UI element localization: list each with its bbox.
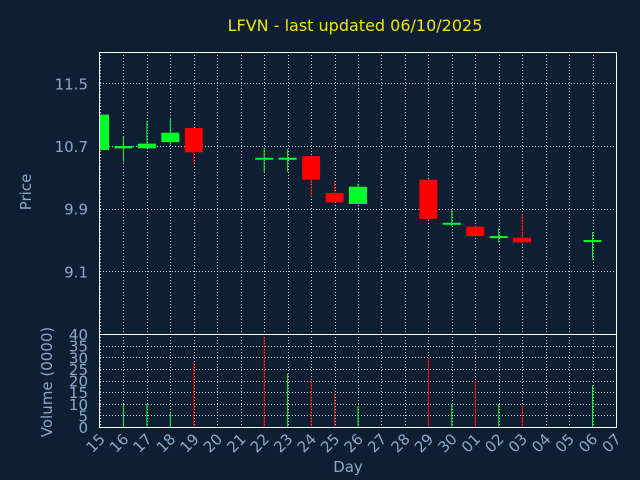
volume-y-tick-label: 35: [69, 338, 88, 356]
candle-23: [278, 149, 297, 172]
x-tick-label: 07: [599, 430, 625, 456]
x-tick-label: 22: [247, 430, 273, 456]
x-tick-label: 16: [106, 430, 132, 456]
candle-01: [466, 226, 485, 237]
x-tick-label: 02: [481, 430, 507, 456]
candle-body: [325, 193, 344, 203]
x-tick-label: 23: [270, 430, 296, 456]
candle-body: [419, 179, 438, 219]
volume-y-tick-label: 0: [78, 419, 88, 437]
volume-plot-frame: [99, 334, 617, 428]
x-tick-label: 06: [575, 430, 601, 456]
x-tick-label: 04: [528, 430, 554, 456]
candle-body: [255, 157, 274, 160]
candle-body: [489, 236, 508, 239]
candle-19: [184, 127, 203, 165]
price-gridlines: [100, 52, 617, 334]
price-y-tick-label: 11.5: [55, 75, 88, 93]
price-y-tick-labels: 9.1 9.9 10.7 11.5: [55, 75, 88, 281]
candle-body: [349, 186, 367, 204]
x-tick-label: 27: [364, 430, 390, 456]
candle-16: [114, 136, 133, 162]
x-tick-label: 30: [434, 430, 460, 456]
price-axis-label: Price: [17, 174, 35, 211]
volume-y-tick-label: 30: [69, 349, 88, 367]
price-candles: [99, 114, 602, 260]
volume-y-tick-label: 10: [69, 396, 88, 414]
x-tick-label: 26: [341, 430, 367, 456]
candle-body: [137, 143, 156, 149]
chart-title: LFVN - last updated 06/10/2025: [228, 16, 483, 35]
candle-29: [419, 179, 438, 221]
x-tick-label: 25: [317, 430, 343, 456]
candle-body: [442, 222, 461, 225]
candle-03: [513, 214, 532, 243]
candle-body: [161, 132, 180, 143]
volume-y-tick-label: 15: [69, 384, 88, 402]
volume-y-tick-label: 25: [69, 361, 88, 379]
candle-body: [302, 156, 321, 180]
candle-body: [466, 226, 485, 237]
x-tick-label: 20: [200, 430, 226, 456]
candle-body: [100, 114, 109, 150]
candle-22: [255, 147, 274, 172]
x-tick-label: 28: [388, 430, 414, 456]
x-tick-label: 29: [411, 430, 437, 456]
candle-body: [278, 157, 297, 160]
price-y-tick-label: 9.1: [64, 263, 88, 281]
volume-axis-label: Volume (0000): [38, 327, 56, 437]
x-tick-label: 19: [176, 430, 202, 456]
candle-02: [489, 228, 508, 243]
x-tick-label: 17: [130, 430, 156, 456]
candle-18: [161, 118, 180, 145]
volume-y-tick-label: 5: [78, 407, 88, 425]
candle-06: [583, 232, 602, 260]
x-tick-label: 05: [552, 430, 578, 456]
price-y-tick-label: 10.7: [55, 138, 88, 156]
candle-body: [184, 127, 203, 153]
candle-body: [513, 237, 532, 243]
price-y-tick-label: 9.9: [64, 201, 88, 219]
candle-body: [114, 146, 133, 149]
candle-26: [349, 183, 367, 204]
candle-24: [302, 156, 321, 197]
volume-bars: [122, 336, 594, 427]
candle-30: [442, 210, 461, 227]
candle-body: [583, 240, 602, 242]
volume-y-tick-label: 20: [69, 373, 88, 391]
candle-15: [99, 114, 109, 150]
volume-y-tick-label: 40: [69, 326, 88, 344]
x-tick-label: 21: [223, 430, 249, 456]
x-axis-label: Day: [333, 458, 363, 476]
x-tick-labels: 1516171819202122232425262728293001020304…: [83, 430, 625, 456]
x-tick-label: 01: [458, 430, 484, 456]
x-tick-label: 24: [294, 430, 320, 456]
candle-25: [325, 181, 344, 203]
candle-17: [137, 120, 156, 149]
price-panel: 9.1 9.9 10.7 11.5 Price: [17, 52, 617, 335]
x-tick-label: 18: [153, 430, 179, 456]
x-tick-label: 03: [505, 430, 531, 456]
